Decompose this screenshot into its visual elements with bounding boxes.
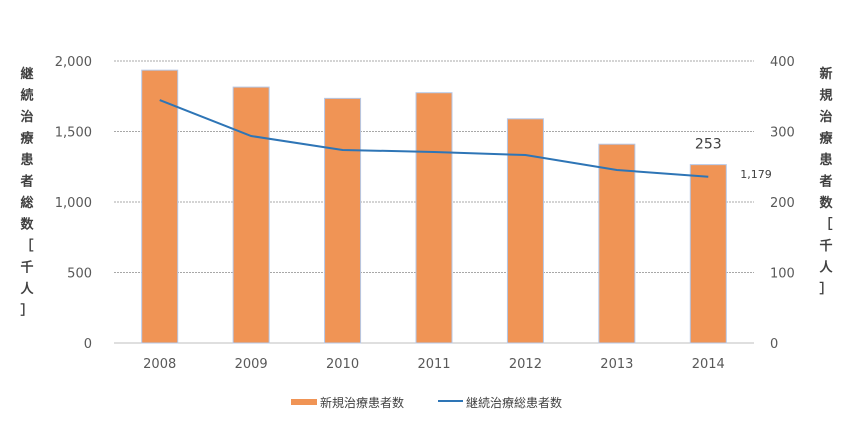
bar-data-label: 253	[695, 137, 722, 153]
left-tick-label: 0	[84, 337, 92, 352]
left-axis-title-char: 者	[19, 174, 33, 190]
right-tick-label: 0	[770, 337, 778, 352]
legend-line-label: 継続治療総患者数	[466, 395, 562, 410]
left-tick-label: 1,500	[55, 126, 92, 141]
left-axis-title-char: 患	[20, 152, 33, 168]
left-axis-title-char: 継	[20, 66, 33, 82]
left-axis-title-char: 人	[20, 281, 34, 297]
right-axis-title-char: 千	[819, 238, 832, 254]
right-axis-title-char: 新	[819, 66, 832, 82]
right-axis-title-char: ］	[819, 281, 832, 297]
right-tick-label: 300	[770, 126, 795, 141]
left-axis-title-char: ］	[20, 303, 33, 319]
legend-bar-swatch	[291, 399, 317, 405]
bar	[415, 92, 453, 344]
bar	[232, 86, 270, 344]
x-tick-label: 2013	[600, 357, 633, 372]
left-axis-title-char: 千	[20, 260, 33, 276]
left-tick-label: 1,000	[55, 196, 92, 211]
right-tick-label: 400	[770, 55, 795, 70]
x-tick-label: 2011	[417, 357, 450, 372]
right-axis-title-char: ［	[819, 217, 832, 233]
x-tick-label: 2008	[143, 357, 176, 372]
right-tick-label: 100	[770, 267, 795, 282]
right-tick-label: 200	[770, 196, 795, 211]
right-axis-title-char: 者	[818, 174, 832, 190]
bar	[324, 97, 362, 344]
bar	[141, 69, 179, 344]
left-axis-title-char: 続	[20, 88, 33, 104]
line-series	[159, 99, 709, 178]
left-tick-label: 2,000	[55, 55, 92, 70]
x-tick-label: 2014	[692, 357, 725, 372]
right-axis-title-char: 患	[819, 152, 832, 168]
left-axis-title-char: 治	[20, 109, 33, 125]
right-axis-title-char: 治	[819, 109, 832, 125]
bar	[598, 143, 636, 344]
right-axis-title-char: 数	[819, 195, 833, 211]
right-axis-title-char: 療	[819, 131, 833, 147]
left-tick-label: 500	[67, 267, 92, 282]
bar	[689, 164, 727, 344]
left-axis-title-char: ［	[20, 238, 33, 254]
left-axis-title-char: 療	[20, 131, 34, 147]
x-tick-label: 2010	[326, 357, 359, 372]
bar	[506, 118, 544, 344]
left-axis-title-char: 総	[20, 195, 33, 211]
left-axis-title-char: 数	[20, 217, 34, 233]
right-axis-title-char: 人	[819, 260, 833, 276]
x-tick-label: 2009	[235, 357, 268, 372]
legend-bar-label: 新規治療患者数	[320, 395, 404, 410]
right-axis-title-char: 規	[819, 89, 832, 104]
line-data-label: 1,179	[740, 168, 772, 181]
x-tick-label: 2012	[509, 357, 542, 372]
